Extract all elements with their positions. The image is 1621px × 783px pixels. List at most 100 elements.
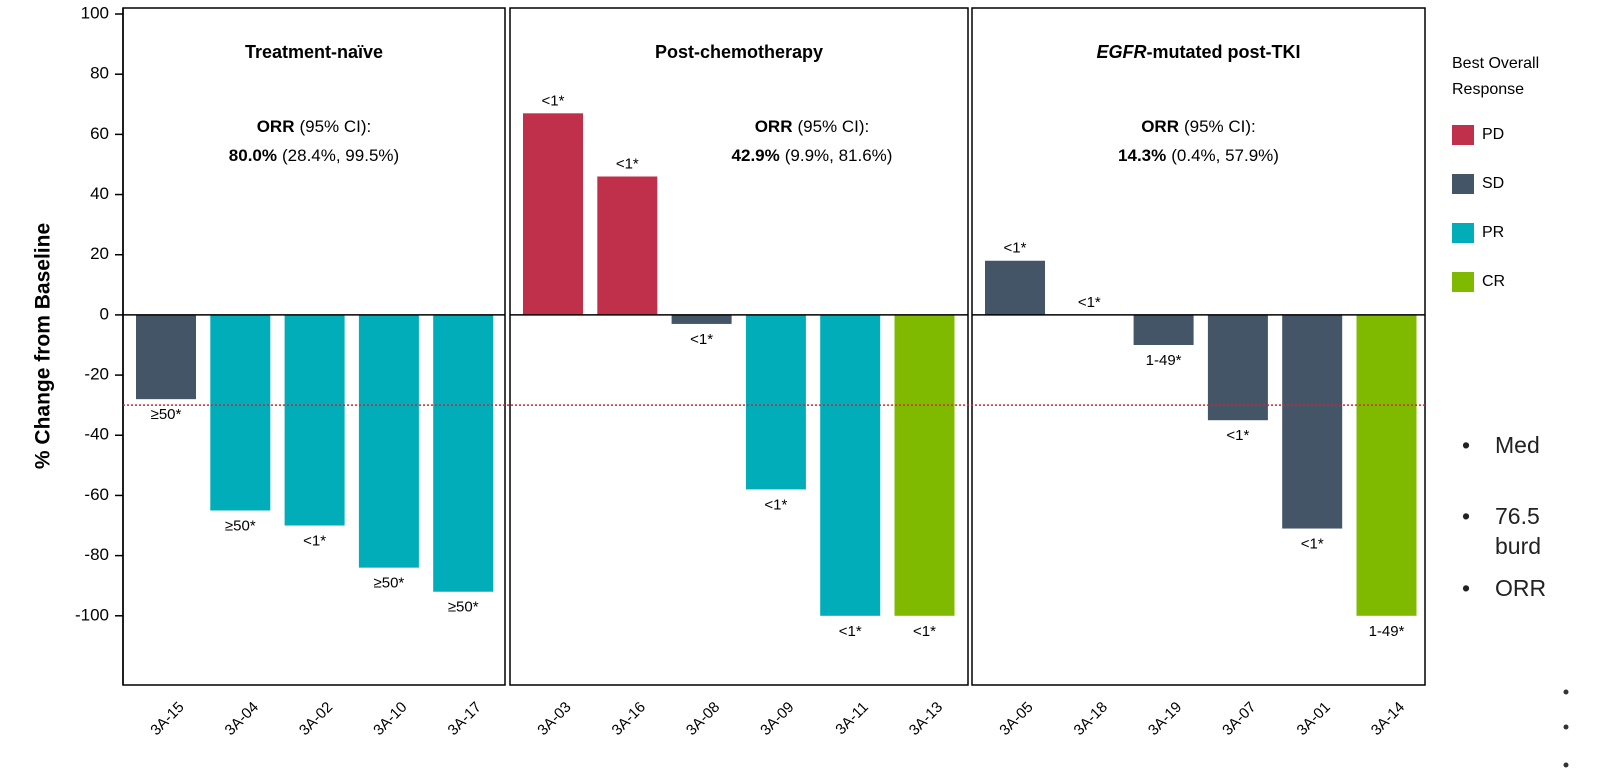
value-label: <1* [839,623,862,640]
bar [210,314,271,511]
y-axis-label: % Change from Baseline [32,223,55,469]
bullet: • [1462,575,1470,601]
bar [284,314,345,526]
orr-ci-label: (95% CI): [299,117,371,136]
x-tick-label: 3A-04 [222,699,262,739]
orr-ci-label: (95% CI): [797,117,869,136]
bar [1356,314,1417,616]
orr-line: ORR (95% CI): [1141,117,1256,136]
value-label: 1-49* [1146,352,1182,369]
bar [985,260,1045,315]
value-label: ≥50* [151,406,182,423]
orr-value: 14.3% [1118,146,1166,165]
panel-title: EGFR-mutated post-TKI [1097,42,1301,62]
panel-title: Treatment-naïve [245,42,383,62]
value-label: <1* [1004,240,1027,257]
orr-line: ORR (95% CI): [257,117,372,136]
bar [523,113,583,315]
x-tick-label: 3A-18 [1071,699,1111,739]
orr-ci-label: (95% CI): [1184,117,1256,136]
orr-ci: (0.4%, 57.9%) [1171,146,1279,165]
y-tick-label: -40 [84,425,109,444]
bar [136,314,196,400]
orr-ci: (9.9%, 81.6%) [785,146,893,165]
value-label: <1* [913,623,936,640]
x-tick-label: 3A-01 [1294,699,1334,739]
bar [671,314,732,324]
orr-line: 42.9% (9.9%, 81.6%) [732,146,893,165]
legend-label: PD [1482,126,1504,143]
legend-title: Response [1452,81,1524,98]
orr-label: ORR [1141,117,1179,136]
x-tick-label: 3A-10 [370,699,410,739]
legend-label: SD [1482,175,1504,192]
x-tick-label: 3A-07 [1219,699,1259,739]
value-label: <1* [1078,294,1101,311]
orr-value: 42.9% [732,146,780,165]
x-tick-label: 3A-02 [296,699,336,739]
y-tick-label: 60 [90,124,109,143]
side-text: Med [1495,432,1540,458]
bar [745,314,806,490]
orr-label: ORR [755,117,793,136]
panel-frame [971,7,1426,686]
value-label: <1* [542,92,565,109]
y-tick-label: 80 [90,64,109,83]
bar [820,314,881,616]
bullet: • [1462,432,1470,458]
y-tick-label: 0 [100,304,109,323]
orr-line: ORR (95% CI): [755,117,870,136]
side-text: ORR [1495,575,1546,601]
sub-bullet [1563,689,1569,695]
panel-title-text: -mutated post-TKI [1147,42,1301,62]
side-text: burd [1495,533,1541,559]
y-tick-label: 20 [90,244,109,263]
value-label: <1* [616,155,639,172]
value-label: 1-49* [1369,623,1405,640]
value-label: <1* [1226,427,1249,444]
bar [1207,314,1268,421]
orr-ci: (28.4%, 99.5%) [282,146,399,165]
value-label: ≥50* [225,517,256,534]
y-tick-label: -60 [84,485,109,504]
legend-swatch [1452,125,1474,145]
legend-title: Best Overall [1452,55,1539,72]
x-tick-label: 3A-15 [147,699,187,739]
bar [1133,314,1194,345]
bar [597,176,658,315]
y-tick-label: -20 [84,365,109,384]
panel-title-text: Post-chemotherapy [655,42,823,62]
panel-title: Post-chemotherapy [655,42,823,62]
y-tick-label: -100 [75,605,109,624]
orr-value: 80.0% [229,146,277,165]
y-tick-label: -80 [84,545,109,564]
bar [358,314,419,568]
value-label: <1* [1301,536,1324,553]
bar [1282,314,1343,529]
sub-bullet [1563,724,1569,730]
bullet: • [1462,503,1470,529]
panel-title-italic: EGFR [1097,42,1147,62]
side-text: 76.5 [1495,503,1540,529]
orr-line: 80.0% (28.4%, 99.5%) [229,146,399,165]
legend-swatch [1452,223,1474,243]
orr-line: 14.3% (0.4%, 57.9%) [1118,146,1279,165]
x-tick-label: 3A-09 [757,699,797,739]
x-tick-label: 3A-11 [832,699,872,739]
bar [894,314,955,616]
x-tick-label: 3A-05 [996,699,1036,739]
x-tick-label: 3A-03 [534,699,574,739]
orr-label: ORR [257,117,295,136]
y-tick-label: 40 [90,184,109,203]
value-label: <1* [303,532,326,549]
value-label: <1* [690,331,713,348]
panel-frame [509,7,969,686]
legend-label: CR [1482,273,1505,290]
x-tick-label: 3A-13 [906,699,946,739]
value-label: ≥50* [374,575,405,592]
value-label: ≥50* [448,599,479,616]
legend-label: PR [1482,224,1504,241]
panel-frame [122,7,506,686]
x-tick-label: 3A-19 [1145,699,1185,739]
